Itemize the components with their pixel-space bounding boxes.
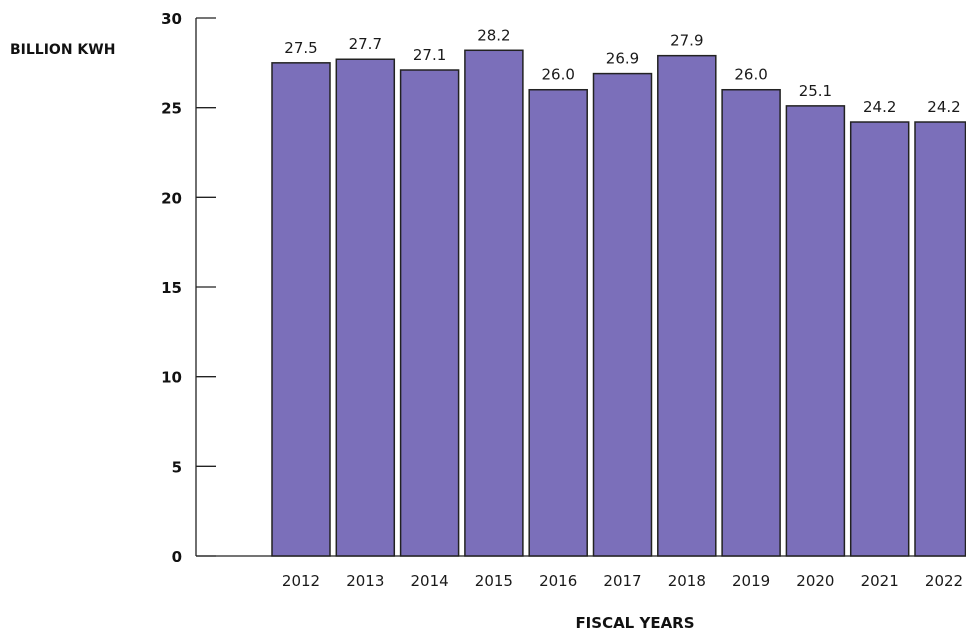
y-tick-label: 20 bbox=[161, 189, 182, 207]
bar bbox=[721, 88, 781, 557]
x-tick-label: 2014 bbox=[411, 572, 449, 590]
bar bbox=[528, 88, 588, 557]
y-tick-label: 5 bbox=[172, 458, 182, 476]
bars: 27.5 27.7 27.1 28.2 26.0 26.9 27.9 26.0 25.1 24.2… bbox=[271, 26, 966, 557]
data-label: 27.7 bbox=[349, 35, 382, 53]
y-tick-label: 30 bbox=[161, 10, 182, 28]
data-label: 26.9 bbox=[606, 50, 639, 68]
y-tick-label: 25 bbox=[161, 100, 182, 118]
x-axis-label: FISCAL YEARS bbox=[575, 614, 694, 629]
y-tick-label: 0 bbox=[172, 548, 182, 566]
data-label: 24.2 bbox=[927, 98, 960, 116]
x-tick-label: 2017 bbox=[603, 572, 641, 590]
bar bbox=[657, 54, 717, 557]
data-label: 28.2 bbox=[477, 26, 510, 44]
x-tick-label: 2013 bbox=[346, 572, 384, 590]
x-tick-label: 2020 bbox=[796, 572, 834, 590]
y-tick-label: 10 bbox=[161, 369, 182, 387]
data-label: 27.9 bbox=[670, 32, 703, 50]
x-tick-label: 2021 bbox=[861, 572, 899, 590]
y-axis-label: BILLION KWH bbox=[10, 42, 115, 58]
data-label: 24.2 bbox=[863, 98, 896, 116]
data-label: 27.1 bbox=[413, 46, 446, 64]
bar bbox=[785, 105, 846, 557]
bar bbox=[914, 121, 966, 557]
x-ticks: 2012 2013 2014 2015 2016 2017 2018 2019 2020 2021… bbox=[282, 572, 963, 590]
bar bbox=[849, 121, 910, 557]
y-ticks: 0 5 10 15 20 25 30 bbox=[161, 10, 216, 566]
x-tick-label: 2012 bbox=[282, 572, 320, 590]
x-tick-label: 2022 bbox=[925, 572, 963, 590]
x-tick-label: 2016 bbox=[539, 572, 577, 590]
bar bbox=[464, 49, 524, 557]
bar bbox=[335, 58, 396, 557]
x-tick-label: 2015 bbox=[475, 572, 513, 590]
data-label: 25.1 bbox=[799, 82, 832, 100]
x-tick-label: 2019 bbox=[732, 572, 770, 590]
data-label: 26.0 bbox=[541, 66, 574, 84]
data-label: 26.0 bbox=[734, 66, 767, 84]
x-tick-label: 2018 bbox=[668, 572, 706, 590]
y-tick-label: 15 bbox=[161, 279, 182, 297]
data-label: 27.5 bbox=[284, 39, 317, 57]
bar bbox=[271, 62, 331, 557]
bar bbox=[399, 69, 460, 557]
bar bbox=[592, 72, 653, 557]
